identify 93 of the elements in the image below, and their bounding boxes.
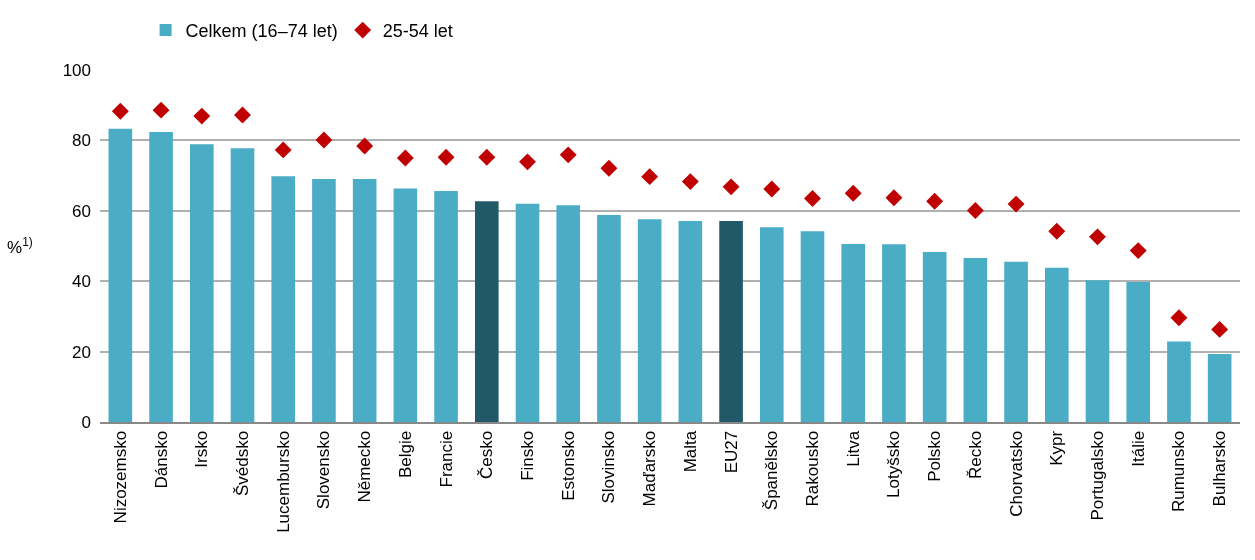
x-tick-label: Finsko (518, 430, 538, 481)
bar (1044, 267, 1069, 422)
bar (597, 215, 621, 422)
bar (515, 203, 540, 422)
bar (189, 144, 214, 422)
bar (149, 131, 173, 422)
x-tick-label: Švédsko (233, 430, 253, 496)
point (681, 173, 699, 191)
y-tick-label: 40 (72, 272, 91, 292)
point (193, 107, 211, 125)
x-tick-label: Estonsko (558, 430, 578, 501)
point (1170, 309, 1188, 327)
bar (271, 176, 296, 422)
bar (108, 128, 133, 422)
x-tick-label: Itálie (1128, 430, 1148, 467)
x-tick-label: Slovensko (314, 430, 334, 510)
bar (1207, 354, 1232, 422)
x-tick-label: Rakousko (803, 430, 823, 507)
y-tick-label: 20 (72, 342, 91, 362)
bar (393, 188, 418, 422)
bar (637, 219, 662, 422)
point (559, 146, 577, 164)
bar (1126, 281, 1151, 422)
point (437, 148, 455, 166)
point (274, 141, 292, 159)
bar (312, 179, 336, 422)
x-tick-label: Dánsko (151, 430, 171, 489)
x-tick-label: Belgie (395, 430, 415, 479)
bar (1167, 341, 1191, 422)
x-tick-label: EU27 (721, 430, 741, 474)
bar (1085, 280, 1110, 422)
point (966, 202, 984, 219)
x-tick-label: Polsko (925, 430, 945, 482)
x-tick-label: Irsko (192, 430, 212, 468)
x-tick-label: Bulharsko (1210, 430, 1230, 507)
bar (230, 148, 255, 422)
point (641, 168, 659, 186)
y-tick-label: 80 (72, 131, 91, 151)
legend-label: Celkem (16–74 let) (185, 21, 338, 42)
point (804, 190, 821, 207)
y-tick-label: 100 (62, 60, 91, 80)
x-tick-label: Chorvatsko (1006, 430, 1026, 517)
bar (678, 221, 703, 422)
y-tick-label: 60 (72, 201, 91, 221)
point (396, 149, 414, 167)
bar (556, 205, 581, 422)
point (763, 180, 781, 198)
point (600, 159, 618, 177)
point (356, 137, 374, 155)
x-tick-label: Česko (477, 430, 497, 479)
bar (882, 244, 906, 422)
bar (474, 201, 499, 422)
point (315, 131, 333, 149)
bar (1004, 261, 1028, 422)
point (478, 148, 496, 166)
x-tick-label: Lucembursko (273, 430, 293, 533)
point (844, 184, 862, 202)
x-tick-label: Řecko (965, 430, 985, 479)
point (885, 189, 903, 207)
x-tick-label: Francie (436, 430, 456, 488)
point (1211, 320, 1229, 338)
y-axis-title: %$^{1)}$ (7, 235, 33, 258)
bar (719, 221, 743, 422)
x-tick-label: Portugalsko (1088, 430, 1108, 521)
bar (963, 257, 988, 422)
point (234, 106, 251, 124)
x-tick-label: Lotyšsko (884, 430, 904, 498)
bar (841, 243, 866, 422)
x-tick-label: Maďarsko (640, 430, 660, 507)
bar (352, 179, 377, 422)
point (111, 102, 129, 120)
x-tick-label: Kypr (1047, 430, 1067, 466)
point (1048, 222, 1066, 240)
point (519, 153, 536, 171)
x-tick-label: Rumunsko (1169, 430, 1189, 513)
bar (922, 251, 947, 422)
bar (434, 191, 458, 422)
bar (800, 231, 825, 422)
x-tick-label: Německo (355, 430, 375, 503)
x-tick-label: Litva (843, 430, 863, 467)
bar (759, 227, 784, 422)
point (722, 178, 740, 196)
y-tick-label: 0 (81, 412, 91, 432)
legend-label: 25-54 let (382, 21, 453, 42)
point (1089, 228, 1106, 246)
point (926, 192, 944, 210)
x-tick-label: Španělsko (762, 430, 782, 511)
x-tick-label: Nizozemsko (110, 430, 130, 524)
x-tick-label: Malta (680, 430, 700, 473)
point (152, 101, 170, 119)
x-tick-label: Slovinsko (599, 430, 619, 504)
point (1007, 195, 1025, 213)
point (1129, 242, 1147, 260)
